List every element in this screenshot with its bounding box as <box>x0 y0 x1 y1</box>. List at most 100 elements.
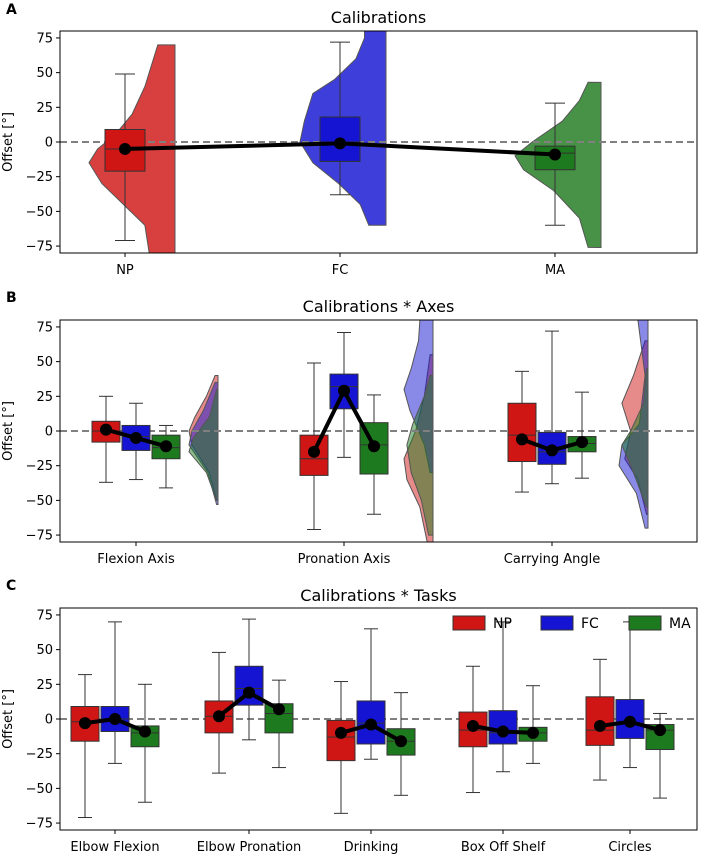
mean-point <box>338 384 350 397</box>
panel-c: C Calibrations * Tasks −75 −50 −25 0 25 50 75 Off… <box>1 578 698 855</box>
mean-point <box>334 137 346 150</box>
mean-point <box>624 715 636 728</box>
panel-b: B Calibrations * Axes −75 −50 −25 0 25 50 75 Offs… <box>1 290 698 567</box>
mean-point <box>546 444 558 457</box>
legend-swatch-fc <box>540 615 574 631</box>
box-np <box>70 674 100 819</box>
y-tick-label: 25 <box>36 390 53 405</box>
x-tick-label: Pronation Axis <box>298 552 391 567</box>
x-tick-label: Drinking <box>344 840 399 855</box>
panel-title: Calibrations * Axes <box>303 297 455 316</box>
y-axis-label: Offset [°] <box>1 401 16 461</box>
y-tick-label: −75 <box>26 529 53 544</box>
box-fc <box>121 402 151 481</box>
y-tick-label: 50 <box>36 66 53 81</box>
box-fc <box>356 628 386 760</box>
box-fc <box>234 618 264 741</box>
box-iqr <box>121 424 151 451</box>
mean-point <box>549 148 561 161</box>
y-tick-label: −75 <box>26 817 53 832</box>
box-ma <box>567 391 597 479</box>
x-tick-label: Circles <box>608 840 652 855</box>
legend-label-ma: MA <box>669 616 691 632</box>
x-tick-label: NP <box>116 263 134 278</box>
y-tick-label: 25 <box>36 101 53 116</box>
panel-title: Calibrations * Tasks <box>300 586 456 605</box>
y-tick-label: −75 <box>26 240 53 255</box>
y-axis-label: Offset [°] <box>1 689 16 749</box>
mean-point <box>160 440 172 453</box>
violin-ma <box>406 375 434 536</box>
box-iqr <box>326 719 356 762</box>
legend-label-np: NP <box>493 616 512 632</box>
y-tick-label: −25 <box>26 747 53 762</box>
plot-frame <box>59 30 698 254</box>
y-tick-label: −50 <box>26 205 53 220</box>
mean-point <box>368 440 380 453</box>
mean-point <box>654 724 666 737</box>
y-tick-label: −25 <box>26 459 53 474</box>
panel-letter: B <box>6 290 17 306</box>
mean-point <box>243 686 255 699</box>
y-tick-label: 50 <box>36 643 53 658</box>
box-ma <box>386 692 416 796</box>
legend-swatch-np <box>452 615 486 631</box>
y-tick-label: −50 <box>26 782 53 797</box>
box-fc <box>488 621 518 773</box>
mean-point <box>130 431 142 444</box>
box-fc <box>615 621 645 769</box>
mean-point <box>100 423 112 436</box>
y-tick-label: 75 <box>36 608 53 623</box>
y-tick-label: 25 <box>36 678 53 693</box>
mean-point <box>213 710 225 723</box>
box-np <box>326 681 356 814</box>
x-tick-label: Elbow Flexion <box>70 840 159 855</box>
y-tick-label: 0 <box>45 713 53 728</box>
panel-letter: A <box>6 2 17 18</box>
legend: NP FC MA <box>452 615 691 632</box>
x-tick-label: FC <box>332 263 349 278</box>
mean-point <box>516 433 528 446</box>
y-tick-label: 75 <box>36 31 53 46</box>
mean-point <box>308 445 320 458</box>
mean-point <box>527 726 539 739</box>
violin-ma <box>188 388 219 501</box>
violins <box>188 320 649 542</box>
box-iqr <box>507 402 537 463</box>
x-tick-label: Elbow Pronation <box>197 840 302 855</box>
x-tick-label: Flexion Axis <box>97 552 175 567</box>
box-ma <box>130 683 160 803</box>
mean-point <box>273 703 285 716</box>
x-tick-label: Box Off Shelf <box>461 840 546 855</box>
mean-point <box>335 726 347 739</box>
box-iqr <box>386 728 416 756</box>
plot-frame <box>59 607 698 831</box>
mean-point <box>109 713 121 725</box>
y-tick-label: 50 <box>36 355 53 370</box>
plot-frame <box>59 319 698 543</box>
box-ma <box>359 394 389 515</box>
y-tick-label: −25 <box>26 170 53 185</box>
violin-ma <box>621 368 649 508</box>
y-tick-label: 75 <box>36 320 53 335</box>
box-np <box>585 658 615 781</box>
box-fc <box>319 41 361 196</box>
box-ma <box>518 685 548 764</box>
mean-point <box>119 142 131 155</box>
y-tick-label: 0 <box>45 425 53 440</box>
mean-point <box>139 725 151 738</box>
box-ma <box>264 679 294 769</box>
x-tick-label: Carrying Angle <box>504 552 600 567</box>
y-axis-label: Offset [°] <box>1 112 16 172</box>
mean-point <box>497 725 509 738</box>
legend-label-fc: FC <box>581 616 599 632</box>
legend-swatch-ma <box>628 615 662 631</box>
mean-point <box>467 719 479 732</box>
panel-letter: C <box>6 578 16 594</box>
y-tick-label: −50 <box>26 494 53 509</box>
mean-point <box>594 719 606 732</box>
box-fc <box>537 330 567 485</box>
panel-a: A Calibrations −75 −50 −25 0 25 50 75 Offset [°] N… <box>1 2 698 278</box>
box-fc <box>100 621 130 764</box>
